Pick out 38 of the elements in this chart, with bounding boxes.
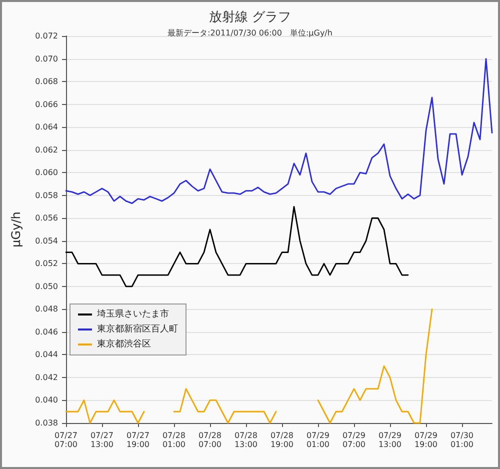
y-tick-label: 0.064 xyxy=(35,122,58,132)
y-tick-label: 0.052 xyxy=(35,259,58,268)
x-tick-label: 07/28 01:00 xyxy=(162,431,186,449)
x-tick-label: 07/29 07:00 xyxy=(342,431,366,449)
y-tick-label: 0.046 xyxy=(35,327,58,336)
x-tick-label: 07/29 13:00 xyxy=(378,431,402,449)
y-tick-label: 0.060 xyxy=(35,168,58,178)
y-tick-label: 0.062 xyxy=(35,145,58,154)
y-tick-label: 0.068 xyxy=(35,77,58,86)
y-axis-title: μGy/h xyxy=(9,212,23,248)
y-tick-label: 0.054 xyxy=(35,236,58,246)
x-tick-label: 07/28 07:00 xyxy=(198,431,222,449)
x-tick-label: 07/28 19:00 xyxy=(270,431,294,449)
y-tick-label: 0.056 xyxy=(35,214,58,223)
y-tick-label: 0.040 xyxy=(35,396,58,405)
x-tick-label: 07/30 01:00 xyxy=(450,431,474,449)
x-tick-label: 07/27 13:00 xyxy=(90,431,114,449)
y-tick-label: 0.070 xyxy=(35,54,58,64)
y-tick-label: 0.050 xyxy=(35,282,58,291)
chart-subtitle: 最新データ:2011/07/30 06:00 単位:μGy/h xyxy=(168,28,332,38)
x-tick-label: 07/27 19:00 xyxy=(126,431,150,449)
legend-label: 埼玉県さいたま市 xyxy=(96,308,169,320)
legend-label: 東京都渋谷区 xyxy=(97,338,151,350)
y-tick-label: 0.066 xyxy=(35,100,58,109)
y-tick-label: 0.048 xyxy=(35,304,58,314)
chart-title: 放射線 グラフ xyxy=(208,10,292,25)
x-tick-label: 07/28 13:00 xyxy=(234,431,258,449)
y-tick-label: 0.072 xyxy=(35,32,58,40)
legend-label: 東京都新宿区百人町 xyxy=(97,324,178,334)
x-tick-label: 07/29 01:00 xyxy=(306,431,330,449)
y-tick-label: 0.058 xyxy=(35,190,58,200)
y-tick-label: 0.044 xyxy=(35,350,58,360)
x-tick-label: 07/29 19:00 xyxy=(414,431,438,449)
line-series xyxy=(65,58,493,204)
x-tick-label: 07/27 07:00 xyxy=(54,431,78,449)
y-tick-label: 0.038 xyxy=(35,418,58,428)
line-series xyxy=(65,206,409,288)
y-tick-label: 0.042 xyxy=(35,372,58,382)
